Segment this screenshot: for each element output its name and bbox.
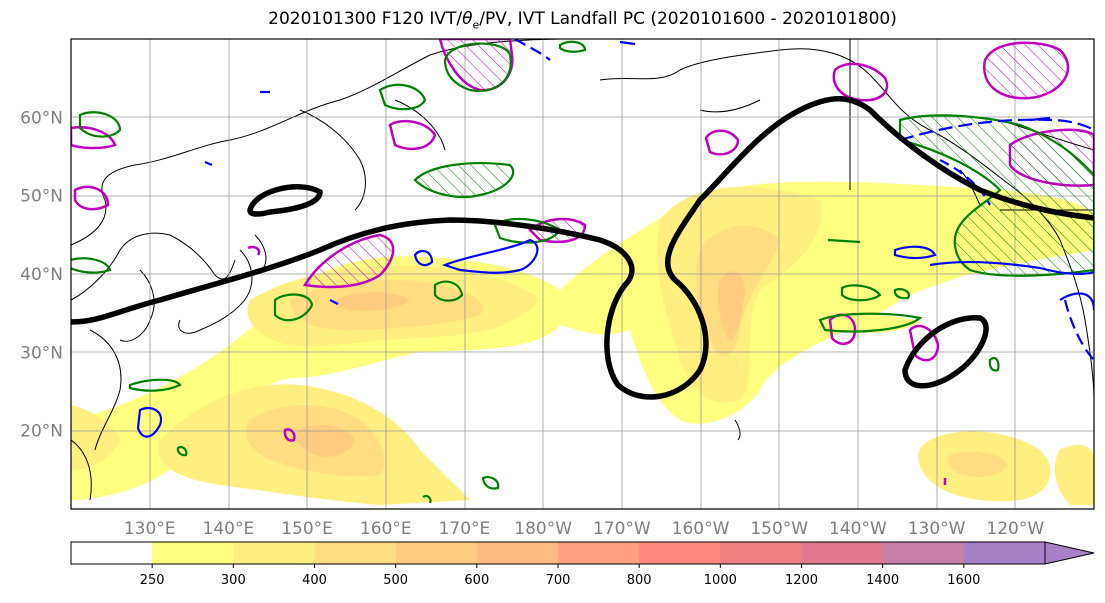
longitude-label: 170°W bbox=[593, 519, 651, 539]
longitude-label: 150°W bbox=[750, 519, 808, 539]
colorbar-segment bbox=[71, 542, 153, 564]
colorbar-segment bbox=[963, 542, 1046, 564]
colorbar-segment bbox=[233, 542, 315, 564]
map-frame bbox=[70, 38, 1095, 510]
colorbar-extend-arrow bbox=[1044, 541, 1095, 565]
colorbar-label: 1000 bbox=[704, 573, 737, 588]
latitude-label: 40°N bbox=[20, 265, 63, 285]
colorbar-label: 400 bbox=[302, 573, 327, 588]
latitude-labels: 60°N 50°N 40°N 30°N 20°N bbox=[20, 108, 63, 441]
colorbar-segment bbox=[558, 542, 640, 564]
colorbar-segment bbox=[152, 542, 234, 564]
colorbar-label: 300 bbox=[221, 573, 246, 588]
colorbar-segment bbox=[720, 542, 802, 564]
longitude-label: 150°E bbox=[281, 519, 333, 539]
grid-lines bbox=[71, 39, 1094, 509]
map-title: 2020101300 F120 IVT/θe/PV, IVT Landfall … bbox=[268, 9, 897, 32]
colorbar-label: 700 bbox=[546, 573, 571, 588]
ivt-shading bbox=[71, 181, 1094, 505]
colorbar-label: 800 bbox=[627, 573, 652, 588]
latitude-label: 50°N bbox=[20, 187, 63, 207]
colorbar-segment bbox=[801, 542, 884, 564]
colorbar-label: 1400 bbox=[866, 573, 899, 588]
longitude-label: 140°E bbox=[203, 519, 255, 539]
longitude-label: 160°E bbox=[360, 519, 412, 539]
colorbar-segment bbox=[882, 542, 965, 564]
longitude-label: 170°E bbox=[439, 519, 491, 539]
colorbar-label: 600 bbox=[464, 573, 489, 588]
theta-symbol: θ bbox=[462, 9, 473, 29]
longitude-label: 130°W bbox=[908, 519, 966, 539]
colorbar-segment bbox=[314, 542, 397, 564]
longitude-labels: 130°E 140°E 150°E 160°E 170°E 180°W 170°W 160°W… bbox=[124, 519, 1045, 539]
colorbar-label: 250 bbox=[140, 573, 165, 588]
longitude-label: 180°W bbox=[514, 519, 572, 539]
latitude-label: 60°N bbox=[20, 108, 63, 128]
colorbar-label: 500 bbox=[383, 573, 408, 588]
black-contours bbox=[71, 96, 1094, 400]
latitude-label: 30°N bbox=[20, 343, 63, 363]
longitude-label: 160°W bbox=[672, 519, 730, 539]
latitude-label: 20°N bbox=[20, 422, 63, 442]
colorbar-label: 1200 bbox=[785, 573, 818, 588]
colorbar-segment bbox=[476, 542, 559, 564]
colorbar: 250 300 400 500 600 700 800 1000 1200 1400 1600 bbox=[70, 541, 1095, 588]
colorbar-frame bbox=[70, 541, 1045, 565]
colorbar-segment bbox=[639, 542, 721, 564]
longitude-label: 140°W bbox=[829, 519, 887, 539]
colorbar-label: 1600 bbox=[947, 573, 980, 588]
colorbar-segment bbox=[395, 542, 478, 564]
longitude-label: 130°E bbox=[124, 519, 176, 539]
blue-contours bbox=[136, 39, 1094, 438]
theta-subscript: e bbox=[472, 18, 480, 32]
longitude-label: 120°W bbox=[986, 519, 1044, 539]
